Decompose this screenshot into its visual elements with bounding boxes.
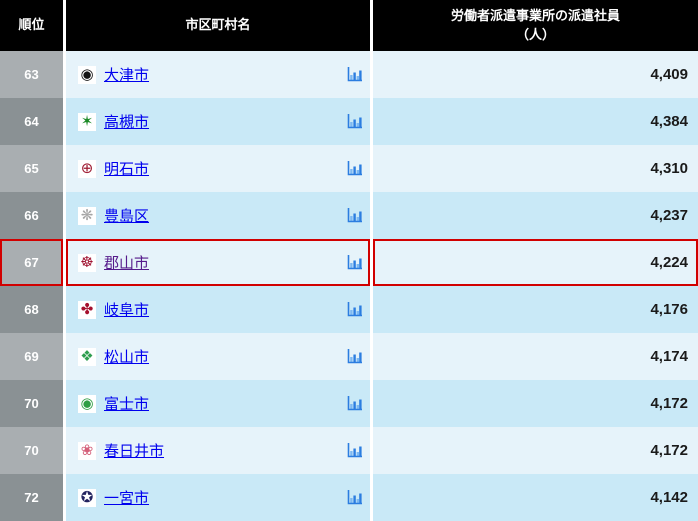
city-cell: ✤ 岐阜市	[66, 286, 373, 333]
bar-chart-icon[interactable]	[347, 114, 362, 129]
bar-chart-icon[interactable]	[347, 443, 362, 458]
value-cell: 4,409	[373, 51, 698, 98]
city-cell: ✪ 一宮市	[66, 474, 373, 521]
table-row: 70 ◉ 富士市 4,172	[0, 380, 698, 427]
city-emblem-icon: ◉	[78, 394, 96, 413]
city-cell: ✶ 高槻市	[66, 98, 373, 145]
city-cell: ❖ 松山市	[66, 333, 373, 380]
table-row: 70 ❀ 春日井市 4,172	[0, 427, 698, 474]
header-value-line1: 労働者派遣事業所の派遣社員	[450, 7, 620, 23]
rank-cell: 69	[0, 333, 66, 380]
table-row: 72 ✪ 一宮市 4,142	[0, 474, 698, 521]
city-emblem-icon: ❋	[78, 206, 96, 225]
table-row: 64 ✶ 高槻市 4,384	[0, 98, 698, 145]
table-row: 63 ◉ 大津市 4,409	[0, 51, 698, 98]
city-emblem-icon: ✤	[78, 300, 96, 319]
value-cell: 4,384	[373, 98, 698, 145]
value-cell: 4,174	[373, 333, 698, 380]
city-emblem-icon: ☸	[78, 253, 96, 272]
rank-cell: 64	[0, 98, 66, 145]
bar-chart-icon[interactable]	[347, 161, 362, 176]
value-cell: 4,172	[373, 380, 698, 427]
city-cell: ❋ 豊島区	[66, 192, 373, 239]
city-cell: ☸ 郡山市	[66, 239, 373, 286]
city-link[interactable]: 郡山市	[104, 255, 150, 272]
rank-cell: 63	[0, 51, 66, 98]
city-link[interactable]: 春日井市	[104, 443, 165, 460]
rank-cell: 67	[0, 239, 66, 286]
city-emblem-icon: ❀	[78, 441, 96, 460]
header-cell-city: 市区町村名	[66, 0, 373, 51]
table-row: 69 ❖ 松山市 4,174	[0, 333, 698, 380]
value-cell: 4,237	[373, 192, 698, 239]
rank-cell: 70	[0, 380, 66, 427]
bar-chart-icon[interactable]	[347, 302, 362, 317]
table-row: 68 ✤ 岐阜市 4,176	[0, 286, 698, 333]
bar-chart-icon[interactable]	[347, 208, 362, 223]
city-link[interactable]: 明石市	[104, 161, 150, 178]
bar-chart-icon[interactable]	[347, 67, 362, 82]
city-cell: ⊕ 明石市	[66, 145, 373, 192]
value-cell: 4,176	[373, 286, 698, 333]
city-emblem-icon: ✶	[78, 112, 96, 131]
bar-chart-icon[interactable]	[347, 255, 362, 270]
city-emblem-icon: ✪	[78, 488, 96, 507]
city-link[interactable]: 高槻市	[104, 114, 150, 131]
city-cell: ❀ 春日井市	[66, 427, 373, 474]
table-row: 65 ⊕ 明石市 4,310	[0, 145, 698, 192]
header-value-line2: （人）	[515, 26, 555, 42]
rank-cell: 72	[0, 474, 66, 521]
city-link[interactable]: 岐阜市	[104, 302, 150, 319]
header-cell-rank: 順位	[0, 0, 66, 51]
header-cell-value: 労働者派遣事業所の派遣社員 （人）	[373, 0, 698, 51]
city-link[interactable]: 富士市	[104, 396, 150, 413]
rank-cell: 68	[0, 286, 66, 333]
city-emblem-icon: ❖	[78, 347, 96, 366]
city-cell: ◉ 富士市	[66, 380, 373, 427]
table-row: 67 ☸ 郡山市 4,224	[0, 239, 698, 286]
city-link[interactable]: 一宮市	[104, 490, 150, 507]
rank-cell: 65	[0, 145, 66, 192]
city-emblem-icon: ⊕	[78, 159, 96, 178]
rank-cell: 70	[0, 427, 66, 474]
city-cell: ◉ 大津市	[66, 51, 373, 98]
city-link[interactable]: 豊島区	[104, 208, 150, 225]
city-link[interactable]: 松山市	[104, 349, 150, 366]
city-link[interactable]: 大津市	[104, 67, 150, 84]
value-cell: 4,142	[373, 474, 698, 521]
value-cell: 4,224	[373, 239, 698, 286]
value-cell: 4,310	[373, 145, 698, 192]
bar-chart-icon[interactable]	[347, 396, 362, 411]
city-emblem-icon: ◉	[78, 65, 96, 84]
header-row: 順位 市区町村名 労働者派遣事業所の派遣社員 （人）	[0, 0, 698, 51]
rank-cell: 66	[0, 192, 66, 239]
bar-chart-icon[interactable]	[347, 349, 362, 364]
table-row: 66 ❋ 豊島区 4,237	[0, 192, 698, 239]
value-cell: 4,172	[373, 427, 698, 474]
bar-chart-icon[interactable]	[347, 490, 362, 505]
